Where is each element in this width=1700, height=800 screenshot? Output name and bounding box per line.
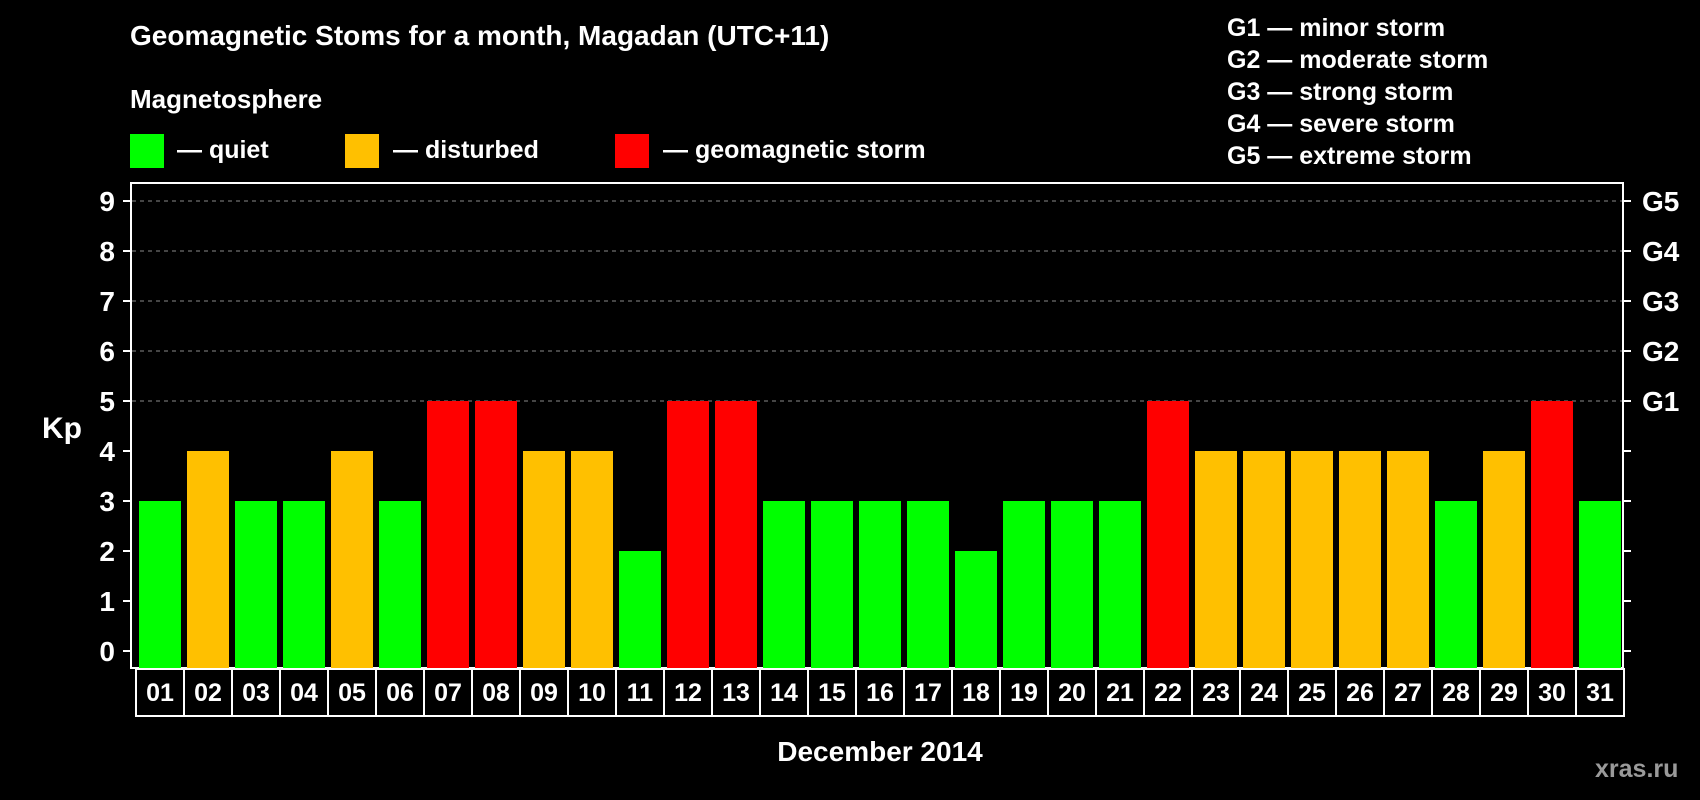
bar-06 [379, 501, 421, 668]
x-tick-label-22: 22 [1154, 679, 1182, 707]
legend-storm-label: — geomagnetic storm [663, 136, 926, 164]
x-tick-label-30: 30 [1538, 679, 1566, 707]
g-axis-label-g5: G5 [1642, 186, 1679, 217]
g-axis-label-g3: G3 [1642, 286, 1679, 317]
g-axis-label-g1: G1 [1642, 386, 1679, 417]
g5-legend-item: G5 — extreme storm [1227, 142, 1472, 170]
y-tick-label-8: 8 [99, 236, 115, 267]
legend-quiet-label: — quiet [177, 136, 269, 164]
bar-24 [1243, 451, 1285, 668]
y-tick-label-6: 6 [99, 336, 115, 367]
x-tick-label-20: 20 [1058, 679, 1086, 707]
g4-legend-item: G4 — severe storm [1227, 110, 1455, 138]
bar-11 [619, 551, 661, 668]
x-tick-label-14: 14 [770, 679, 798, 707]
x-tick-label-26: 26 [1346, 679, 1374, 707]
bar-14 [763, 501, 805, 668]
bar-19 [1003, 501, 1045, 668]
bar-26 [1339, 451, 1381, 668]
bar-18 [955, 551, 997, 668]
bar-22 [1147, 401, 1189, 668]
g3-legend-item: G3 — strong storm [1227, 78, 1454, 106]
x-tick-label-01: 01 [146, 679, 174, 707]
g2-legend-item: G2 — moderate storm [1227, 46, 1489, 74]
bar-23 [1195, 451, 1237, 668]
bar-25 [1291, 451, 1333, 668]
x-tick-label-09: 09 [530, 679, 558, 707]
x-tick-label-12: 12 [674, 679, 702, 707]
x-tick-label-06: 06 [386, 679, 414, 707]
x-tick-label-02: 02 [194, 679, 222, 707]
x-axis-label: December 2014 [777, 736, 983, 767]
y-tick-label-7: 7 [99, 286, 115, 317]
x-tick-label-31: 31 [1586, 679, 1614, 707]
y-tick-label-4: 4 [99, 436, 115, 467]
x-tick-label-15: 15 [818, 679, 846, 707]
storm-swatch [615, 134, 649, 168]
x-tick-label-18: 18 [962, 679, 990, 707]
bar-13 [715, 401, 757, 668]
bar-07 [427, 401, 469, 668]
x-tick-label-27: 27 [1394, 679, 1422, 707]
bar-27 [1387, 451, 1429, 668]
bar-05 [331, 451, 373, 668]
bar-30 [1531, 401, 1573, 668]
g1-legend-item: G1 — minor storm [1227, 14, 1446, 42]
x-tick-label-21: 21 [1106, 679, 1134, 707]
y-tick-label-3: 3 [99, 486, 115, 517]
legend-disturbed-label: — disturbed [393, 136, 539, 164]
x-tick-label-03: 03 [242, 679, 270, 707]
y-axis-label: Kp [42, 412, 82, 445]
bar-20 [1051, 501, 1093, 668]
g-axis-label-g2: G2 [1642, 336, 1679, 367]
x-tick-label-29: 29 [1490, 679, 1518, 707]
bar-08 [475, 401, 517, 668]
y-tick-label-9: 9 [99, 186, 115, 217]
y-tick-label-0: 0 [99, 636, 115, 667]
x-tick-label-25: 25 [1298, 679, 1326, 707]
g-axis-label-g4: G4 [1642, 236, 1680, 267]
bar-01 [139, 501, 181, 668]
x-tick-label-11: 11 [627, 679, 654, 707]
bar-12 [667, 401, 709, 668]
quiet-swatch [130, 134, 164, 168]
x-tick-label-08: 08 [482, 679, 510, 707]
bar-21 [1099, 501, 1141, 668]
bar-03 [235, 501, 277, 668]
disturbed-swatch [345, 134, 379, 168]
y-tick-label-1: 1 [99, 586, 115, 617]
bar-02 [187, 451, 229, 668]
bar-28 [1435, 501, 1477, 668]
chart-title: Geomagnetic Stoms for a month, Magadan (… [130, 20, 830, 51]
day-label-strip [135, 668, 1625, 717]
x-tick-label-28: 28 [1442, 679, 1470, 707]
x-tick-label-16: 16 [866, 679, 894, 707]
x-tick-label-10: 10 [578, 679, 606, 707]
x-tick-label-13: 13 [722, 679, 750, 707]
x-tick-label-05: 05 [338, 679, 366, 707]
x-tick-label-04: 04 [290, 679, 318, 707]
bar-31 [1579, 501, 1621, 668]
bar-10 [571, 451, 613, 668]
x-tick-label-24: 24 [1250, 679, 1278, 707]
bar-16 [859, 501, 901, 668]
watermark: xras.ru [1595, 755, 1679, 783]
x-tick-label-07: 07 [434, 679, 462, 707]
bar-17 [907, 501, 949, 668]
x-tick-label-17: 17 [914, 679, 942, 707]
bar-15 [811, 501, 853, 668]
y-tick-label-5: 5 [99, 386, 115, 417]
y-tick-label-2: 2 [99, 536, 115, 567]
x-tick-label-23: 23 [1202, 679, 1230, 707]
bar-09 [523, 451, 565, 668]
magnetosphere-label: Magnetosphere [130, 84, 323, 114]
bar-29 [1483, 451, 1525, 668]
bar-04 [283, 501, 325, 668]
x-tick-label-19: 19 [1010, 679, 1038, 707]
